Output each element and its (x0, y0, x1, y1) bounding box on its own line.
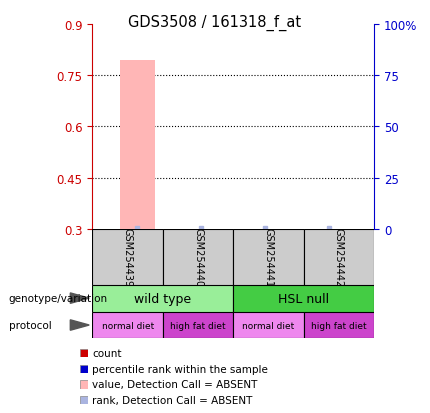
Text: rank, Detection Call = ABSENT: rank, Detection Call = ABSENT (92, 395, 253, 405)
Polygon shape (70, 293, 89, 304)
Bar (92, 285, 233, 312)
Bar (92, 229, 163, 285)
Text: GSM254439: GSM254439 (123, 228, 133, 287)
Bar (233, 312, 304, 339)
Bar (163, 312, 233, 339)
Text: value, Detection Call = ABSENT: value, Detection Call = ABSENT (92, 380, 258, 389)
Bar (233, 285, 374, 312)
Bar (92, 312, 163, 339)
Text: percentile rank within the sample: percentile rank within the sample (92, 364, 268, 374)
Text: wild type: wild type (134, 292, 191, 305)
Bar (120, 61, 155, 229)
Text: normal diet: normal diet (101, 321, 154, 330)
Bar (233, 229, 304, 285)
Text: GDS3508 / 161318_f_at: GDS3508 / 161318_f_at (129, 14, 301, 31)
Text: high fat diet: high fat diet (170, 321, 226, 330)
Text: HSL null: HSL null (278, 292, 329, 305)
Text: GSM254442: GSM254442 (334, 228, 344, 287)
Bar (163, 229, 233, 285)
Text: high fat diet: high fat diet (311, 321, 367, 330)
Text: GSM254441: GSM254441 (264, 228, 273, 287)
Text: normal diet: normal diet (243, 321, 295, 330)
Text: GSM254440: GSM254440 (193, 228, 203, 287)
Bar (304, 312, 374, 339)
Text: genotype/variation: genotype/variation (9, 293, 108, 304)
Polygon shape (70, 320, 89, 330)
Text: count: count (92, 348, 122, 358)
Bar (304, 229, 374, 285)
Text: protocol: protocol (9, 320, 51, 330)
